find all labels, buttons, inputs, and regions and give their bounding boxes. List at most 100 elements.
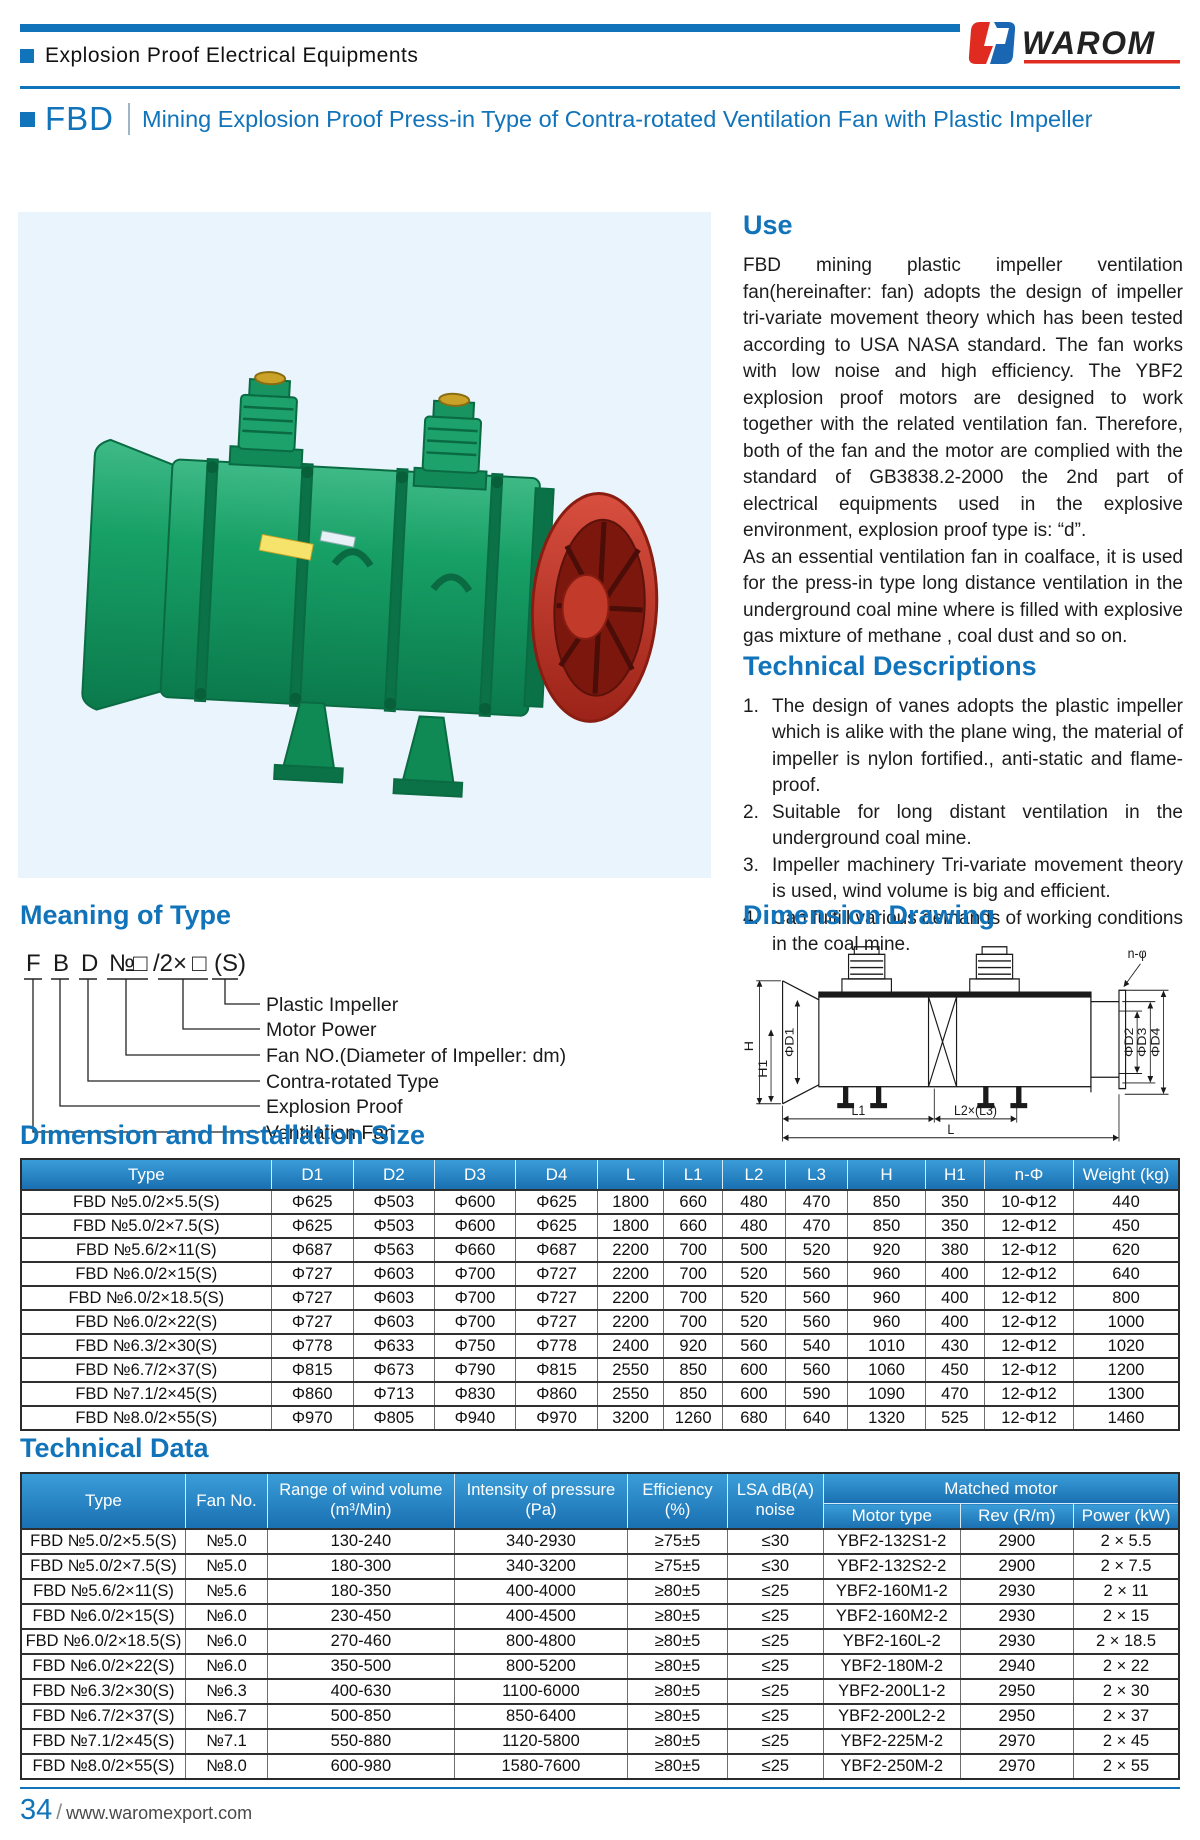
footer-rule (20, 1787, 1180, 1789)
table-cell: 350 (924, 1189, 985, 1215)
table-cell: ≥80±5 (627, 1653, 728, 1680)
table-cell: ≤25 (726, 1728, 824, 1755)
table-cell: 130-240 (267, 1528, 455, 1555)
table-cell: 10-Φ12 (983, 1189, 1075, 1215)
table-cell: 350-500 (267, 1653, 455, 1680)
table-cell: Φ727 (270, 1285, 354, 1311)
table-cell: 920 (663, 1333, 724, 1359)
table-cell: ≤30 (726, 1528, 824, 1555)
table-cell: 400-4500 (453, 1603, 629, 1630)
table-cell: 960 (847, 1309, 926, 1335)
col-header-fan-no: Fan No. (185, 1473, 269, 1530)
code-part: D (81, 950, 98, 977)
table-cell: Φ603 (352, 1285, 435, 1311)
table-cell: 1090 (847, 1381, 926, 1407)
table-cell: 525 (924, 1405, 985, 1431)
col-header: L2 (722, 1159, 786, 1191)
table-cell: 2950 (959, 1703, 1075, 1730)
table-cell: 2 × 30 (1073, 1678, 1180, 1705)
table-cell: 680 (722, 1405, 786, 1431)
table-cell: ≤25 (726, 1628, 824, 1655)
table-cell: ≥80±5 (627, 1753, 728, 1780)
table-cell: 2 × 5.5 (1073, 1528, 1180, 1555)
table-cell: 2940 (959, 1653, 1075, 1680)
table-cell: №5.0 (184, 1553, 269, 1580)
table-cell: 430 (924, 1333, 985, 1359)
table-cell: Φ600 (433, 1189, 516, 1215)
dim-label: L1 (852, 1102, 866, 1118)
table-cell: 350 (924, 1213, 985, 1239)
table-cell: №6.0 (184, 1603, 269, 1630)
table-cell: Φ660 (433, 1237, 516, 1263)
type-label: Contra-rotated Type (266, 1071, 439, 1093)
table-row: FBD №6.0/2×22(S) Φ727 Φ603 Φ700 Φ727 2200 700 5… (20, 1309, 1180, 1335)
table-cell: Φ830 (433, 1381, 516, 1407)
col-header: L1 (663, 1159, 724, 1191)
table-cell: 2 × 7.5 (1073, 1553, 1180, 1580)
table-cell: 12-Φ12 (983, 1381, 1075, 1407)
page-title: Mining Explosion Proof Press-in Type of … (142, 105, 1093, 132)
table-cell: 2 × 15 (1073, 1603, 1180, 1630)
table-cell: FBD №6.7/2×37(S) (20, 1703, 186, 1730)
table-cell: 1580-7600 (453, 1753, 629, 1780)
table-cell: 2550 (597, 1381, 665, 1407)
table-cell: Φ815 (270, 1357, 354, 1383)
table-cell: 450 (924, 1357, 985, 1383)
table-cell: 600 (722, 1357, 786, 1383)
table-cell: 960 (847, 1261, 926, 1287)
table-cell: 2 × 22 (1073, 1653, 1180, 1680)
table-cell: 850 (663, 1381, 724, 1407)
table-cell: 270-460 (267, 1628, 455, 1655)
table-cell: 640 (784, 1405, 849, 1431)
warom-logo-icon: WAROM (968, 22, 1180, 64)
table-cell: 620 (1073, 1237, 1180, 1263)
table-cell: 470 (784, 1213, 849, 1239)
table-row: FBD №6.0/2×18.5(S) №6.0 270-460 800-4800 ≥80… (20, 1628, 1180, 1655)
table-row: FBD №6.0/2×15(S) №6.0 230-450 400-4500 ≥80±5… (20, 1603, 1180, 1630)
table-cell: 340-2930 (453, 1528, 629, 1555)
table-cell: YBF2-225M-2 (822, 1728, 961, 1755)
col-header-line: LSA dB(A) (736, 1481, 814, 1500)
table-row: FBD №5.0/2×7.5(S) №5.0 180-300 340-3200 ≥75±… (20, 1553, 1180, 1580)
table-cell: Φ603 (352, 1309, 435, 1335)
table-cell: №5.6 (184, 1578, 269, 1605)
table-cell: 470 (924, 1381, 985, 1407)
col-header-line: (%) (664, 1501, 691, 1519)
table-cell: 340-3200 (453, 1553, 629, 1580)
footer: 34 / www.waromexport.com (20, 1794, 252, 1827)
table-cell: YBF2-160M1-2 (822, 1578, 961, 1605)
bullet-square-icon (20, 111, 35, 127)
table-cell: 400-630 (267, 1678, 455, 1705)
dim-label: L2×(L3) (954, 1102, 997, 1118)
table-cell: ≥75±5 (627, 1553, 728, 1580)
code-part: □ (133, 950, 148, 977)
list-item: The design of vanes adopts the plastic i… (743, 694, 1183, 797)
table-cell: 600 (722, 1381, 786, 1407)
table-cell: 450 (1073, 1213, 1180, 1239)
table-cell: 1200 (1073, 1357, 1180, 1383)
col-header: H1 (925, 1159, 985, 1191)
brand-name: WAROM (1022, 25, 1156, 61)
table-cell: YBF2-200L2-2 (822, 1703, 961, 1730)
col-header-line: (Pa) (525, 1501, 557, 1519)
table-cell: 2 × 45 (1073, 1728, 1180, 1755)
table-cell: Φ503 (352, 1213, 435, 1239)
table-cell: ≥80±5 (627, 1728, 728, 1755)
table-cell: 850 (847, 1189, 926, 1215)
table-cell: FBD №7.1/2×45(S) (20, 1381, 272, 1407)
bullet-square-icon (20, 49, 34, 63)
table-cell: 400 (924, 1285, 985, 1311)
dimension-table: Type D1 D2 D3 D4 L L1 L2 L3 H H1 n-Φ Weight (kg) FBD… (20, 1158, 1180, 1431)
col-header: D1 (271, 1159, 354, 1191)
table-cell: 2900 (959, 1528, 1075, 1555)
dimension-table-title: Dimension and Installation Size (20, 1120, 426, 1150)
table-cell: №6.7 (184, 1703, 269, 1730)
table-cell: FBD №8.0/2×55(S) (20, 1405, 272, 1431)
table-cell: 1000 (1073, 1309, 1180, 1335)
use-section: Use FBD mining plastic impeller ventilat… (743, 210, 1183, 959)
table-cell: 700 (663, 1237, 724, 1263)
table-cell: ≤25 (726, 1753, 824, 1780)
col-header-line: Efficiency (642, 1481, 713, 1500)
dim-label: ΦD1 (782, 1028, 796, 1057)
table-cell: YBF2-180M-2 (822, 1653, 961, 1680)
